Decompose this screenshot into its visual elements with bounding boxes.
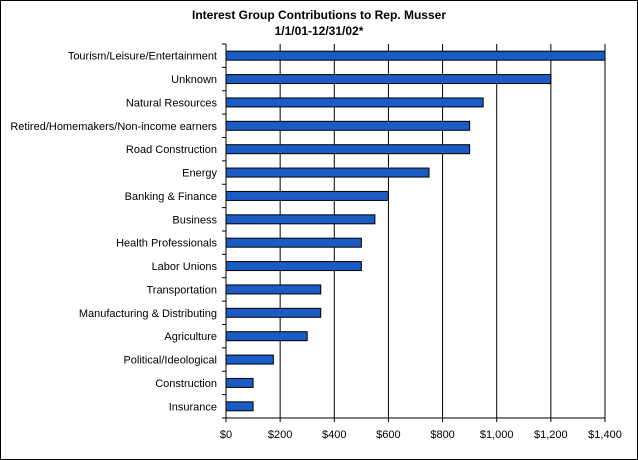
category-labels: Tourism/Leisure/Entertainment Unknown Natu… <box>10 51 217 414</box>
bar <box>225 284 322 295</box>
category-label: Political/Ideological <box>123 355 217 367</box>
category-label: Transportation <box>146 284 217 296</box>
x-tick-label: $200 <box>268 429 292 441</box>
tick-labels: $0 $200 $400 $600 $800 $1,000 $1,200 $1,400 <box>220 429 622 441</box>
bar <box>225 50 606 61</box>
bar <box>225 167 430 178</box>
bars <box>225 50 606 412</box>
bar <box>225 261 362 272</box>
bar <box>225 97 484 108</box>
bar <box>225 74 552 85</box>
category-label: Insurance <box>169 401 217 413</box>
category-label: Construction <box>155 378 217 390</box>
x-tick-label: $0 <box>220 429 232 441</box>
category-label: Health Professionals <box>116 238 217 250</box>
category-label: Natural Resources <box>126 97 218 109</box>
category-label: Unknown <box>171 74 217 86</box>
bar <box>225 214 376 225</box>
x-tick-label: $1,200 <box>534 429 568 441</box>
bar <box>225 331 308 342</box>
chart-title: Interest Group Contributions to Rep. Mus… <box>191 8 446 22</box>
x-tick-label: $400 <box>322 429 346 441</box>
category-label: Banking & Finance <box>125 191 217 203</box>
bar <box>225 377 254 388</box>
bar <box>225 190 389 201</box>
category-label: Energy <box>182 168 217 180</box>
category-label: Tourism/Leisure/Entertainment <box>68 51 217 63</box>
bar <box>225 144 471 155</box>
x-tick-label: $1,400 <box>588 429 622 441</box>
bar <box>225 307 322 318</box>
bar <box>225 120 471 131</box>
chart-subtitle: 1/1/01-12/31/02* <box>274 24 364 38</box>
x-tick-label: $600 <box>376 429 400 441</box>
x-tick-label: $800 <box>430 429 454 441</box>
category-label: Labor Unions <box>152 261 218 273</box>
x-tick-label: $1,000 <box>480 429 514 441</box>
bar <box>225 401 254 412</box>
bar <box>225 354 274 365</box>
category-label: Agriculture <box>164 331 217 343</box>
category-label: Retired/Homemakers/Non-income earners <box>10 121 217 133</box>
category-label: Road Construction <box>126 144 217 156</box>
axes <box>222 43 606 422</box>
bar <box>225 237 362 248</box>
category-label: Manufacturing & Distributing <box>79 308 217 320</box>
category-label: Business <box>172 214 217 226</box>
